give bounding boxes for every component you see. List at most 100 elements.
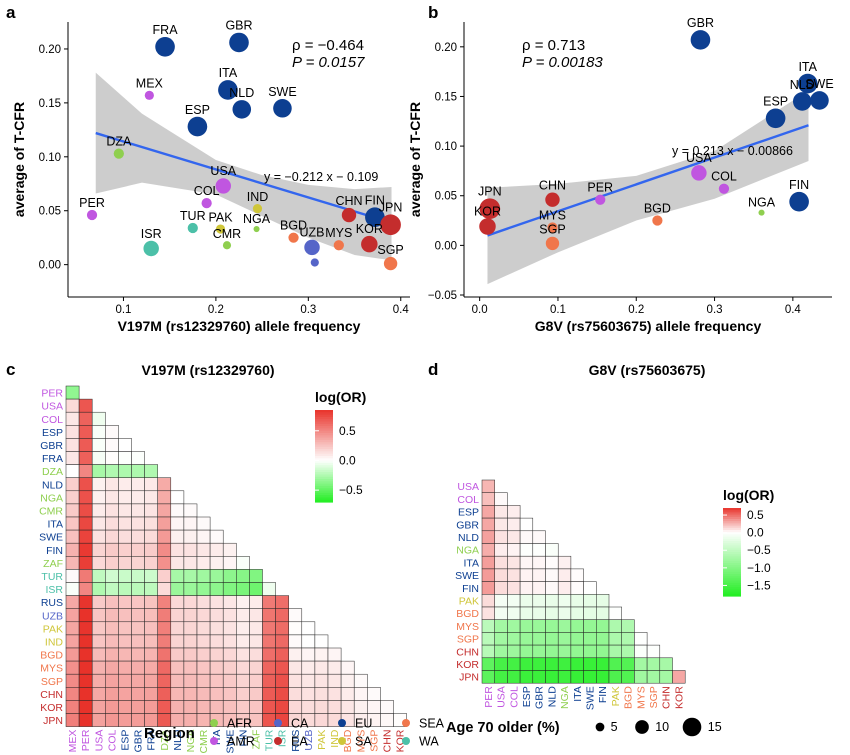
heatmap-cell: [262, 660, 276, 675]
region-swatch-afr: [210, 719, 218, 727]
colorbar-segment: [315, 442, 333, 446]
column-label-per: PER: [80, 729, 92, 751]
heatmap-cell: [65, 595, 80, 609]
heatmap-cell: [157, 503, 172, 518]
region-swatch-ca: [274, 719, 282, 727]
region-label-ea: EA: [291, 735, 308, 749]
heatmap-cell: [288, 608, 303, 623]
point-mex: [144, 90, 154, 100]
heatmap-cell: [314, 673, 329, 688]
heatmap-cell: [353, 673, 368, 688]
heatmap-cell: [481, 644, 495, 659]
colorbar-segment: [315, 446, 333, 450]
heatmap-cell: [570, 581, 584, 595]
heatmap-cell: [209, 569, 224, 583]
heatmap-cell: [249, 595, 263, 609]
heatmap-cell: [105, 673, 119, 688]
heatmap-cell: [196, 516, 211, 531]
heatmap-cell: [494, 492, 508, 506]
heatmap-cell: [196, 529, 211, 544]
point-label-kor: KOR: [474, 204, 501, 218]
point-label-nld: NLD: [790, 78, 815, 92]
heatmap-cell: [288, 621, 303, 636]
heatmap-cell: [131, 451, 145, 465]
heatmap-cell: [131, 582, 145, 596]
colorbar-segment: [315, 488, 333, 492]
heatmap-cell: [621, 657, 635, 671]
colorbar-segment: [723, 545, 741, 549]
heatmap-cell: [105, 569, 119, 583]
heatmap-cell: [507, 644, 521, 659]
heatmap-cell: [209, 700, 224, 714]
heatmap-cell: [532, 568, 546, 582]
column-label-zaf: ZAF: [250, 730, 262, 750]
heatmap-cell: [519, 594, 534, 608]
row-label-kor: KOR: [40, 702, 63, 714]
heatmap-cell: [608, 644, 622, 659]
row-label-fra: FRA: [42, 453, 63, 465]
heatmap-cell: [118, 713, 132, 727]
x-axis-title: G8V (rs75603675) allele frequency: [535, 318, 762, 334]
heatmap-cell: [196, 647, 211, 662]
heatmap-cell: [570, 568, 584, 582]
heatmap-cell: [144, 477, 158, 492]
colorbar-segment: [315, 485, 333, 489]
heatmap-cell: [65, 542, 80, 557]
point-label-ita: ITA: [798, 60, 817, 74]
heatmap-cell: [157, 634, 172, 649]
point-label-mys: MYS: [539, 208, 566, 222]
heatmap-cell: [91, 700, 106, 714]
point-label-swe: SWE: [268, 85, 296, 99]
heatmap-cell: [131, 634, 145, 649]
heatmap-cell: [532, 543, 546, 557]
heatmap-cell: [532, 606, 546, 620]
heatmap-cell: [118, 503, 132, 518]
colorbar-segment: [315, 460, 333, 464]
point-uzb: [304, 239, 320, 256]
heatmap-cell: [196, 673, 211, 688]
y-tick-label: 0.00: [435, 240, 457, 252]
heatmap-cell: [65, 713, 80, 727]
heatmap-cell: [596, 670, 610, 684]
x-tick-label: 0.2: [208, 304, 224, 316]
heatmap-cell: [170, 687, 185, 701]
heatmap-cell: [91, 713, 106, 727]
heatmap-cell: [222, 660, 237, 675]
heatmap-cell: [157, 516, 172, 531]
heatmap-cell: [249, 569, 263, 583]
heatmap-cell: [507, 619, 521, 633]
region-label-sa: SA: [355, 735, 372, 749]
column-label-gbr: GBR: [534, 686, 546, 709]
heatmap-cell: [301, 647, 316, 662]
heatmap-cell: [196, 634, 211, 649]
heatmap-cell: [507, 581, 521, 595]
point-swe: [273, 98, 292, 118]
heatmap-cell: [91, 621, 106, 636]
heatmap-cell: [314, 687, 329, 701]
heatmap-cell: [314, 647, 329, 662]
heatmap-cell: [545, 606, 559, 620]
region-label-afr: AFR: [227, 717, 252, 731]
heatmap-cell: [481, 555, 495, 570]
heatmap-cell: [170, 582, 185, 596]
row-label-esp: ESP: [42, 427, 63, 439]
heatmap-cell: [65, 438, 80, 452]
heatmap-cell: [557, 657, 572, 671]
heatmap-cell: [275, 687, 289, 701]
heatmap-cell: [545, 594, 559, 608]
y-tick-label: 0.15: [435, 91, 457, 103]
heatmap-cell: [340, 687, 355, 701]
column-label-esp: ESP: [521, 686, 533, 707]
colorbar-segment: [723, 554, 741, 557]
heatmap-cell: [131, 569, 145, 583]
heatmap-cell: [507, 594, 521, 608]
heatmap-cell: [532, 555, 546, 570]
point-mys: [333, 240, 344, 251]
point-label-chn: CHN: [335, 194, 362, 208]
heatmap-cell: [170, 556, 185, 570]
heatmap-cell: [196, 582, 211, 596]
p-value-label: P = 0.00183: [522, 54, 603, 71]
heatmap-cell: [519, 632, 534, 646]
heatmap-cell: [249, 647, 263, 662]
